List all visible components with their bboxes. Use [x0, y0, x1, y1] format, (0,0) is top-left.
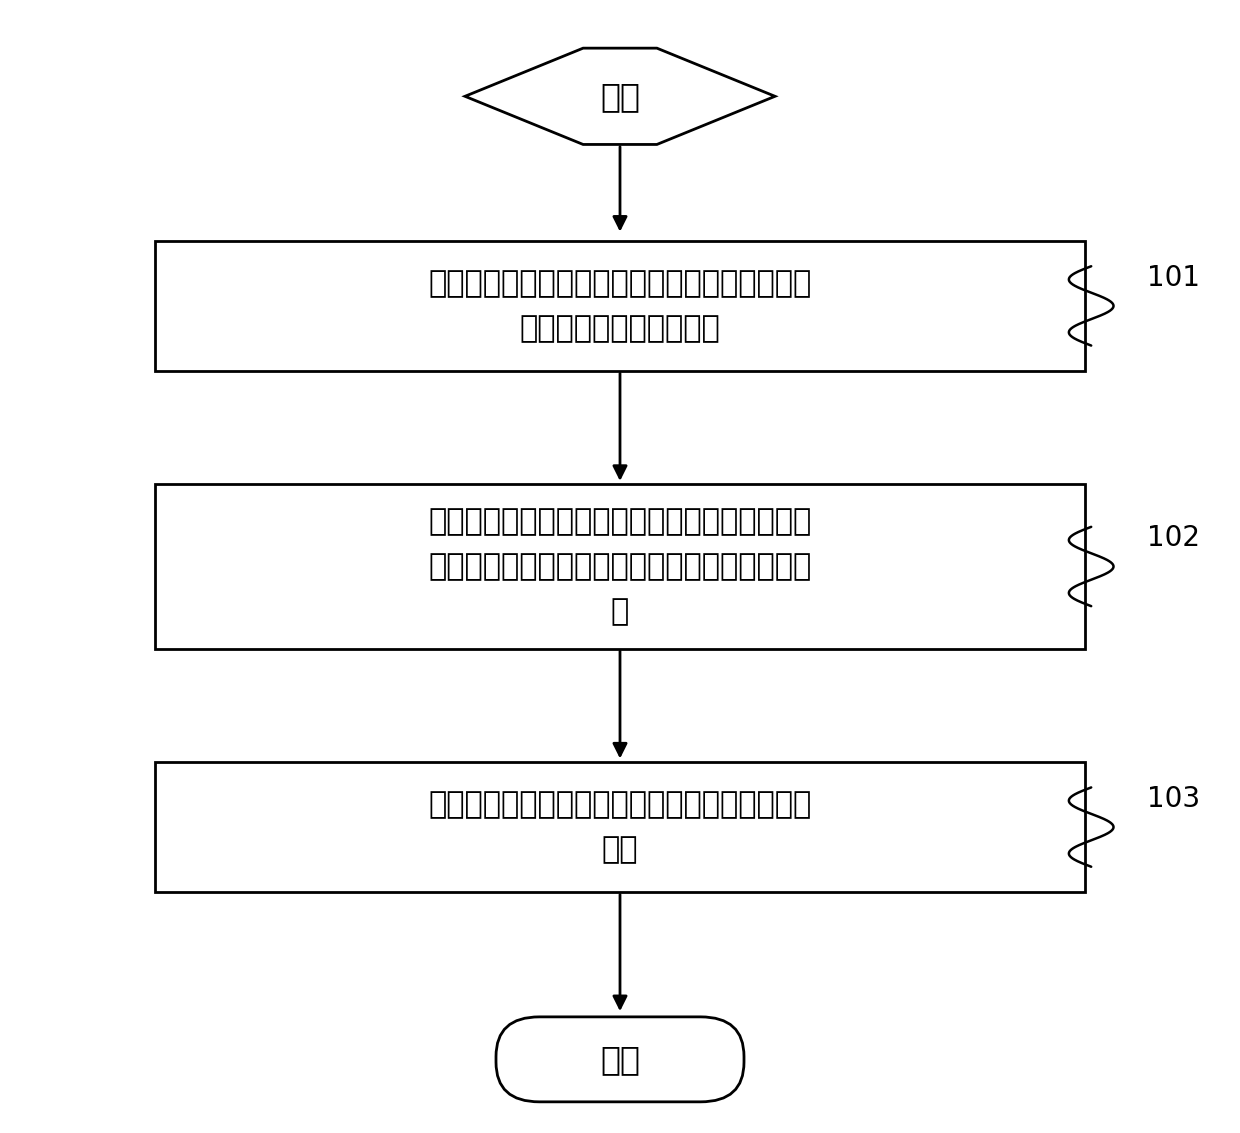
Text: 结束: 结束	[600, 1042, 640, 1076]
Bar	[155, 761, 1085, 893]
Text: 101: 101	[1147, 264, 1200, 291]
Bar	[155, 485, 1085, 648]
FancyBboxPatch shape	[496, 1017, 744, 1101]
Text: 获取目标区域中地物发生变化前的第一影像及地
物发生变化后的第二影像: 获取目标区域中地物发生变化前的第一影像及地 物发生变化后的第二影像	[428, 269, 812, 343]
Text: 开始: 开始	[600, 79, 640, 113]
Text: 102: 102	[1147, 525, 1200, 552]
Text: 103: 103	[1147, 785, 1200, 812]
Bar	[155, 241, 1085, 372]
Text: 基于所述第一变化强度图，生成地物变化的二值
图像: 基于所述第一变化强度图，生成地物变化的二值 图像	[428, 790, 812, 864]
Text: 将所述第一影像及所述第二影像输入至特征差分
卷积神经网络模型中，得到输出的第一变化强度
图: 将所述第一影像及所述第二影像输入至特征差分 卷积神经网络模型中，得到输出的第一变…	[428, 506, 812, 627]
Polygon shape	[465, 48, 775, 144]
